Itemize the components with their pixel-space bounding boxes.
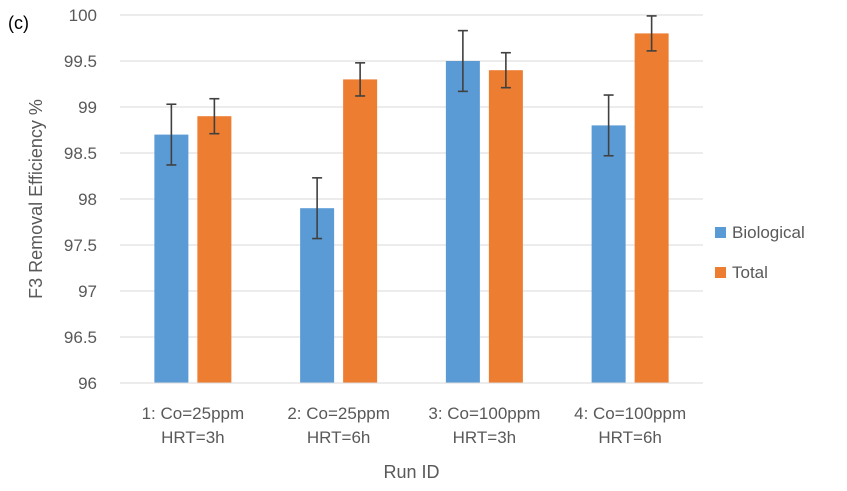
x-axis-ticks: 1: Co=25ppm HRT=3h 2: Co=25ppm HRT=6h 3: Co=… xyxy=(142,404,687,447)
legend-swatch-biological xyxy=(715,227,726,238)
y-tick-label: 98 xyxy=(78,190,97,209)
y-tick-label: 97.5 xyxy=(64,236,97,255)
y-tick-label: 98.5 xyxy=(64,144,97,163)
legend-swatch-total xyxy=(715,267,726,278)
y-tick-label: 100 xyxy=(69,6,97,25)
x-tick-label: HRT=3h xyxy=(453,428,516,447)
legend: Biological Total xyxy=(715,223,805,282)
bar-biological xyxy=(445,61,480,383)
legend-label-biological: Biological xyxy=(732,223,805,242)
panel-label: (c) xyxy=(8,13,29,33)
x-tick-label: HRT=3h xyxy=(161,428,224,447)
x-tick-label: 2: Co=25ppm xyxy=(287,404,390,423)
y-tick-label: 96 xyxy=(78,374,97,393)
bars xyxy=(154,33,669,384)
legend-label-total: Total xyxy=(732,263,768,282)
x-tick-label: HRT=6h xyxy=(598,428,661,447)
y-tick-label: 99.5 xyxy=(64,52,97,71)
y-tick-label: 99 xyxy=(78,98,97,117)
x-tick-label: HRT=6h xyxy=(307,428,370,447)
x-tick-label: 4: Co=100ppm xyxy=(574,404,686,423)
bar-total xyxy=(343,79,378,384)
bar-biological xyxy=(154,134,189,383)
y-tick-label: 97 xyxy=(78,282,97,301)
bar-total xyxy=(634,33,669,384)
y-axis-ticks: 96 96.5 97 97.5 98 98.5 99 99.5 100 xyxy=(64,6,97,393)
error-bars xyxy=(166,15,657,240)
x-axis-title: Run ID xyxy=(383,462,439,482)
bar-biological xyxy=(591,125,626,384)
x-tick-label: 3: Co=100ppm xyxy=(428,404,540,423)
bar-total xyxy=(488,70,523,383)
bar-total xyxy=(197,116,232,383)
y-tick-label: 96.5 xyxy=(64,328,97,347)
y-axis-title: F3 Removal Efficiency % xyxy=(26,99,46,299)
x-tick-label: 1: Co=25ppm xyxy=(142,404,245,423)
